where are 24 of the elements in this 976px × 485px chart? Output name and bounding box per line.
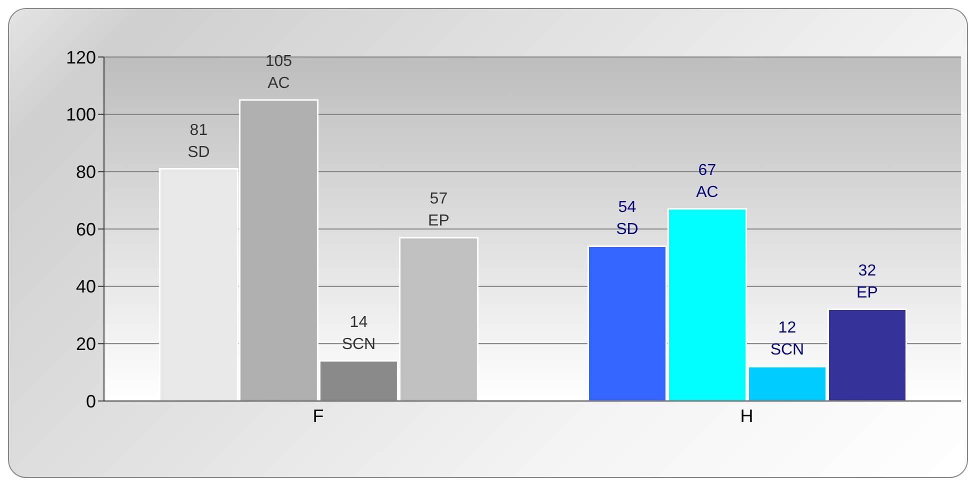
y-tick-label: 20 — [76, 334, 96, 354]
y-tick-label: 120 — [66, 47, 96, 68]
series-label: SD — [188, 144, 210, 161]
data-label: 57 — [430, 190, 448, 208]
x-tick-label: H — [740, 406, 754, 426]
series-label: AC — [268, 75, 290, 92]
y-tick-label: 40 — [76, 276, 96, 297]
y-tick-label: 60 — [76, 219, 96, 240]
data-label: 14 — [350, 314, 368, 331]
text: SD — [616, 221, 638, 238]
text: SCN — [770, 342, 804, 359]
y-tick-label: 100 — [66, 104, 96, 125]
text: EP — [856, 284, 878, 302]
x-tick-label: F — [312, 406, 324, 426]
data-label: 67 — [698, 162, 716, 179]
data-label: 81 — [190, 122, 208, 139]
series-label: EP — [428, 212, 450, 230]
y-tick-label: 0 — [86, 391, 96, 412]
data-label: 105 — [265, 53, 292, 70]
y-tick-label: 80 — [76, 162, 96, 182]
data-label: 54 — [618, 199, 636, 216]
data-label: 12 — [778, 320, 796, 337]
text: AC — [696, 184, 718, 201]
data-label: 32 — [858, 262, 876, 280]
